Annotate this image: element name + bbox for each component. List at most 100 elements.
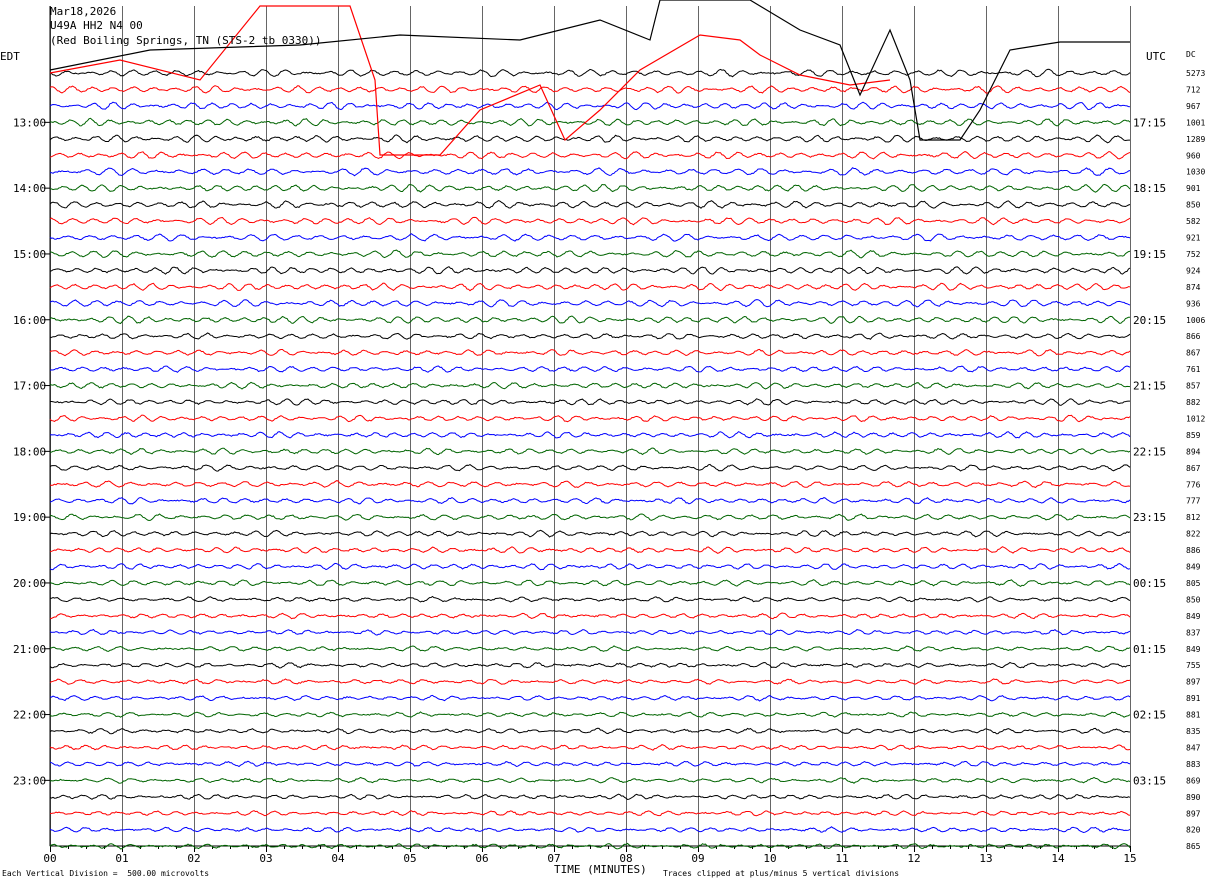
trace-line bbox=[49, 727, 1131, 735]
x-tick-label: 08 bbox=[619, 852, 632, 865]
trace-line bbox=[49, 628, 1131, 636]
right-time-label: 17:15 bbox=[1133, 116, 1166, 129]
trace-line bbox=[49, 216, 1131, 226]
dc-values: 5273 712 967 1001 1289 960 1030 901 850 582 921 752… bbox=[1186, 69, 1205, 851]
trace-line bbox=[49, 167, 1131, 177]
trace-line bbox=[49, 117, 1131, 127]
x-tick-label: 00 bbox=[43, 852, 56, 865]
trace-line bbox=[49, 134, 1130, 144]
trace-line bbox=[49, 694, 1131, 702]
dc-value: 921 bbox=[1186, 234, 1201, 243]
x-tick-label: 10 bbox=[763, 852, 776, 865]
trace-line bbox=[49, 562, 1131, 571]
right-time-label: 02:15 bbox=[1133, 709, 1166, 722]
left-time-labels: 13:00 14:00 15:00 16:00 17:00 18:00 19:00 20:00… bbox=[13, 116, 50, 787]
trace-line bbox=[49, 513, 1131, 522]
trace-line bbox=[49, 414, 1131, 423]
clipped-note: Traces clipped at plus/minus 5 vertical … bbox=[663, 869, 900, 878]
trace-drift bbox=[49, 0, 1130, 141]
dc-value: 850 bbox=[1186, 201, 1201, 210]
left-time-label: 17:00 bbox=[13, 380, 46, 393]
trace-line bbox=[49, 101, 1131, 111]
trace-line bbox=[49, 233, 1131, 242]
plot-grid bbox=[49, 6, 1131, 852]
x-tick-label: 09 bbox=[691, 852, 704, 865]
dc-value: 891 bbox=[1186, 694, 1201, 703]
x-tick-label: 04 bbox=[331, 852, 345, 865]
left-time-label: 15:00 bbox=[13, 248, 46, 261]
trace-line bbox=[49, 381, 1131, 390]
x-tick-label: 11 bbox=[835, 852, 848, 865]
trace-line bbox=[49, 348, 1131, 357]
trace-line bbox=[49, 595, 1131, 603]
dc-value: 835 bbox=[1186, 727, 1201, 736]
trace-line bbox=[49, 645, 1131, 652]
trace-line bbox=[49, 776, 1131, 784]
trace-line bbox=[49, 447, 1131, 456]
dc-value: 776 bbox=[1186, 480, 1201, 489]
dc-value: 881 bbox=[1186, 711, 1201, 720]
dc-value: 849 bbox=[1186, 563, 1201, 572]
x-tick-label: 15 bbox=[1123, 852, 1136, 865]
dc-value: 874 bbox=[1186, 283, 1201, 292]
left-timezone: EDT bbox=[0, 50, 20, 63]
trace-drift bbox=[49, 5, 891, 156]
dc-value: 894 bbox=[1186, 447, 1201, 456]
trace-line bbox=[49, 678, 1131, 685]
right-time-label: 21:15 bbox=[1133, 380, 1166, 393]
x-tick-labels: 00 01 02 03 04 05 06 07 08 09 10 11 12 13 14 15 bbox=[43, 852, 1136, 865]
right-time-label: 01:15 bbox=[1133, 643, 1166, 656]
dc-value: 865 bbox=[1186, 842, 1201, 851]
left-time-label: 22:00 bbox=[13, 709, 46, 722]
x-axis-label: TIME (MINUTES) bbox=[554, 863, 647, 876]
dc-value: 882 bbox=[1186, 398, 1201, 407]
trace-line bbox=[49, 85, 1131, 94]
left-time-label: 20:00 bbox=[13, 577, 46, 590]
division-note: Each Vertical Division = 500.00 microvol… bbox=[2, 869, 210, 878]
trace-line bbox=[50, 398, 1130, 406]
seismic-traces bbox=[49, 0, 1131, 850]
dc-value: 582 bbox=[1186, 217, 1201, 226]
dc-value: 849 bbox=[1186, 612, 1201, 621]
right-time-label: 20:15 bbox=[1133, 314, 1166, 327]
left-time-label: 18:00 bbox=[13, 445, 46, 458]
dc-value: 712 bbox=[1186, 85, 1201, 94]
dc-value: 805 bbox=[1186, 579, 1201, 588]
trace-line bbox=[49, 661, 1131, 669]
right-time-labels: 17:15 18:15 19:15 20:15 21:15 22:15 23:15 00:15… bbox=[1133, 116, 1166, 787]
x-tick-label: 01 bbox=[115, 852, 128, 865]
dc-value: 1001 bbox=[1186, 118, 1205, 127]
dc-value: 967 bbox=[1186, 102, 1201, 111]
right-time-label: 23:15 bbox=[1133, 511, 1166, 524]
dc-value: 837 bbox=[1186, 628, 1201, 637]
left-time-label: 13:00 bbox=[13, 116, 46, 129]
dc-value: 820 bbox=[1186, 826, 1201, 835]
dc-value: 761 bbox=[1186, 365, 1201, 374]
dc-value: 866 bbox=[1186, 332, 1201, 341]
trace-line bbox=[49, 431, 1131, 439]
dc-value: 897 bbox=[1186, 678, 1201, 687]
trace-line bbox=[49, 480, 1131, 489]
right-time-label: 00:15 bbox=[1133, 577, 1166, 590]
dc-value: 883 bbox=[1186, 760, 1201, 769]
trace-line bbox=[49, 200, 1131, 209]
x-tick-label: 03 bbox=[259, 852, 272, 865]
dc-value: 867 bbox=[1186, 349, 1201, 358]
trace-line bbox=[49, 315, 1130, 325]
dc-value: 1006 bbox=[1186, 316, 1205, 325]
dc-value: 924 bbox=[1186, 266, 1201, 275]
left-time-label: 21:00 bbox=[13, 643, 46, 656]
trace-line bbox=[49, 266, 1131, 275]
trace-line bbox=[49, 183, 1131, 193]
dc-value: 812 bbox=[1186, 513, 1201, 522]
left-time-label: 16:00 bbox=[13, 314, 46, 327]
trace-line bbox=[49, 744, 1131, 751]
trace-line bbox=[49, 249, 1131, 259]
header-location: (Red Boiling Springs, TN (STS-2 tb 0330)… bbox=[50, 34, 322, 47]
trace-line bbox=[49, 842, 1131, 850]
dc-value: 901 bbox=[1186, 184, 1201, 193]
x-tick-label: 05 bbox=[403, 852, 416, 865]
right-time-label: 19:15 bbox=[1133, 248, 1166, 261]
trace-line bbox=[49, 826, 1131, 834]
